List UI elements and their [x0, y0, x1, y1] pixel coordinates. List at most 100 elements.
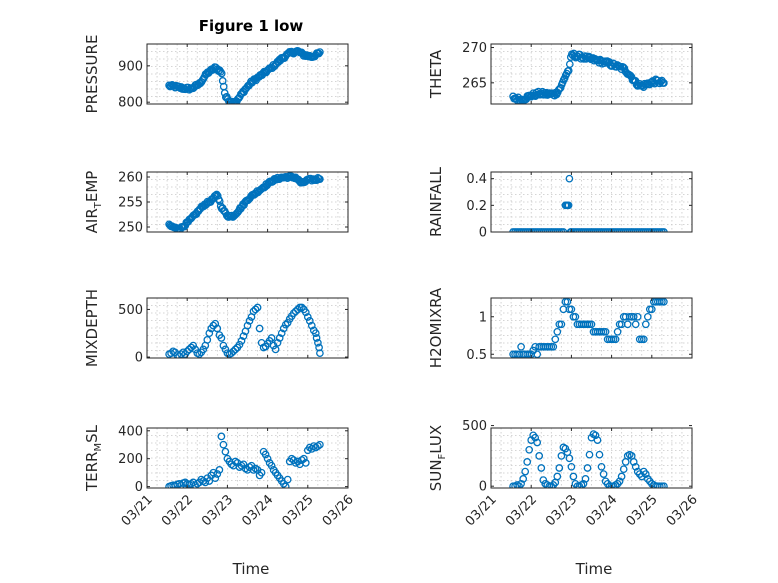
data-point: [567, 305, 576, 314]
data-point: [565, 174, 574, 183]
data-point: [533, 438, 542, 447]
data-point: [267, 461, 276, 470]
data-point: [316, 175, 324, 183]
y-tick-label: 250: [118, 221, 143, 236]
y-tick-label: 800: [118, 96, 143, 111]
data-point: [283, 475, 292, 484]
data-point: [173, 351, 182, 358]
data-point: [314, 338, 322, 347]
data-point: [660, 79, 668, 87]
x-tick-label: 03/25: [624, 492, 661, 529]
data-point: [241, 464, 250, 473]
data-point: [195, 350, 204, 358]
axes-box: [490, 297, 693, 359]
x-tick-label: 03/24: [239, 492, 276, 529]
y-axis-label: PRESSURE: [83, 35, 101, 114]
data-point: [583, 464, 592, 472]
data-point: [229, 347, 238, 356]
data-point: [631, 462, 640, 471]
data-point: [231, 457, 240, 466]
data-point: [267, 334, 276, 342]
data-point: [177, 350, 186, 358]
data-point: [303, 313, 312, 321]
x-tick-label: 03/21: [463, 492, 500, 529]
data-point: [211, 474, 220, 483]
data-point: [301, 308, 310, 317]
subplot-mixdepth: 0 500 MIXDEPTH: [83, 289, 349, 367]
data-point: [629, 312, 638, 321]
data-point: [629, 458, 638, 466]
data-point: [531, 433, 540, 442]
data-point: [601, 327, 610, 336]
data-point: [249, 466, 258, 474]
data-point: [227, 349, 236, 358]
data-point: [631, 320, 640, 329]
data-point: [307, 176, 316, 185]
data-point: [189, 341, 198, 350]
data-point: [217, 432, 226, 441]
data-point: [519, 475, 528, 483]
data-point: [533, 350, 542, 358]
data-point: [535, 452, 544, 460]
data-point: [563, 298, 572, 306]
axes-box: [146, 297, 349, 359]
y-tick-label: 270: [462, 41, 487, 56]
data-point: [281, 482, 290, 488]
data-point: [289, 309, 298, 318]
data-point: [239, 332, 248, 340]
y-tick-label: 265: [462, 76, 487, 91]
data-point: [221, 345, 230, 354]
y-axis-label: AIRTEMP: [83, 171, 104, 234]
data-point: [215, 197, 224, 206]
data-point: [549, 342, 558, 351]
y-tick-label: 0.4: [466, 172, 487, 187]
x-axis-label-left: Time: [232, 560, 270, 578]
data-point: [219, 341, 228, 350]
data-point: [593, 436, 602, 444]
data-point: [273, 338, 282, 347]
data-point: [567, 462, 576, 471]
data-point: [559, 228, 568, 232]
data-point: [291, 307, 300, 316]
data-point: [213, 324, 222, 333]
data-point: [599, 470, 608, 478]
y-tick-label: 0.2: [466, 199, 487, 214]
data-point: [261, 450, 270, 459]
data-point: [227, 97, 236, 104]
marker-series: [509, 174, 668, 232]
data-point: [553, 472, 562, 481]
data-point: [660, 228, 668, 232]
data-point: [237, 337, 246, 345]
data-point: [193, 479, 202, 488]
data-point: [611, 335, 620, 344]
y-axis-label: H2OMIXRA: [427, 287, 445, 368]
data-point: [183, 347, 192, 356]
subplots: 800 900 PRESSURE 265 270 THETA 250 255 260 AIRTEM…: [83, 35, 701, 530]
data-point: [571, 312, 580, 321]
y-tick-label: 0: [479, 226, 487, 241]
y-tick-label: 400: [118, 424, 143, 439]
marker-series: [165, 303, 324, 358]
y-axis-label: RAINFALL: [427, 166, 445, 237]
axes-box: [490, 427, 693, 489]
y-axis-label: SUNFLUX: [427, 425, 448, 491]
data-point: [239, 460, 248, 469]
data-point: [615, 477, 624, 486]
axes-box: [490, 171, 693, 233]
data-point: [201, 478, 210, 487]
x-tick-label: 03/24: [583, 492, 620, 529]
data-point: [281, 320, 290, 329]
subplot-sun: 0 500 03/21 03/22 03/23 03/24 03/25 03/26 SUNFLU…: [427, 419, 701, 529]
data-point: [219, 440, 228, 449]
data-point: [203, 336, 212, 344]
subplot-terr: 0 200 400 03/21 03/22 03/23 03/24 03/25 03/26 TER…: [83, 424, 357, 529]
axes-box: [490, 43, 693, 105]
data-point: [215, 466, 224, 474]
data-point: [245, 317, 254, 325]
data-point: [253, 303, 262, 312]
data-point: [521, 467, 530, 476]
data-point: [564, 201, 573, 210]
x-tick-label: 03/22: [159, 492, 196, 529]
y-tick-label: 500: [462, 419, 487, 434]
data-point: [643, 312, 652, 321]
